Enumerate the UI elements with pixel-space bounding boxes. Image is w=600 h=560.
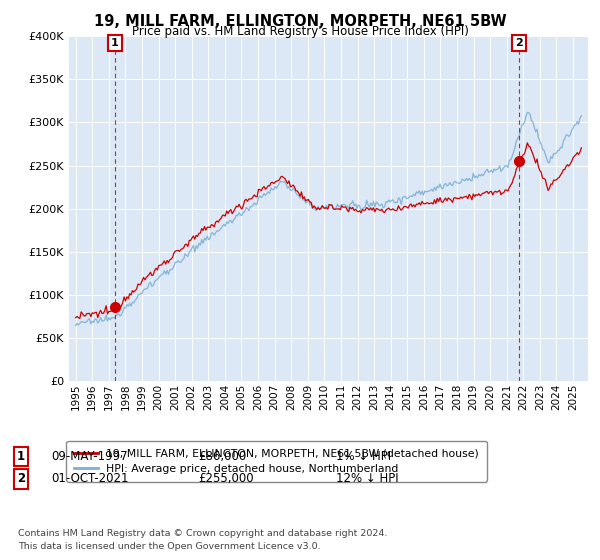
Text: 1: 1 xyxy=(17,450,25,463)
Text: 12% ↓ HPI: 12% ↓ HPI xyxy=(336,472,398,486)
Text: 2: 2 xyxy=(17,472,25,486)
Text: 1% ↓ HPI: 1% ↓ HPI xyxy=(336,450,391,463)
Text: 2: 2 xyxy=(515,38,523,48)
Text: 09-MAY-1997: 09-MAY-1997 xyxy=(51,450,128,463)
Text: £255,000: £255,000 xyxy=(198,472,254,486)
Text: Price paid vs. HM Land Registry's House Price Index (HPI): Price paid vs. HM Land Registry's House … xyxy=(131,25,469,38)
Text: 1: 1 xyxy=(111,38,119,48)
Text: Contains HM Land Registry data © Crown copyright and database right 2024.
This d: Contains HM Land Registry data © Crown c… xyxy=(18,529,388,552)
Text: 19, MILL FARM, ELLINGTON, MORPETH, NE61 5BW: 19, MILL FARM, ELLINGTON, MORPETH, NE61 … xyxy=(94,14,506,29)
Text: 01-OCT-2021: 01-OCT-2021 xyxy=(51,472,128,486)
Text: £86,000: £86,000 xyxy=(198,450,246,463)
Legend: 19, MILL FARM, ELLINGTON, MORPETH, NE61 5BW (detached house), HPI: Average price: 19, MILL FARM, ELLINGTON, MORPETH, NE61 … xyxy=(67,441,487,482)
